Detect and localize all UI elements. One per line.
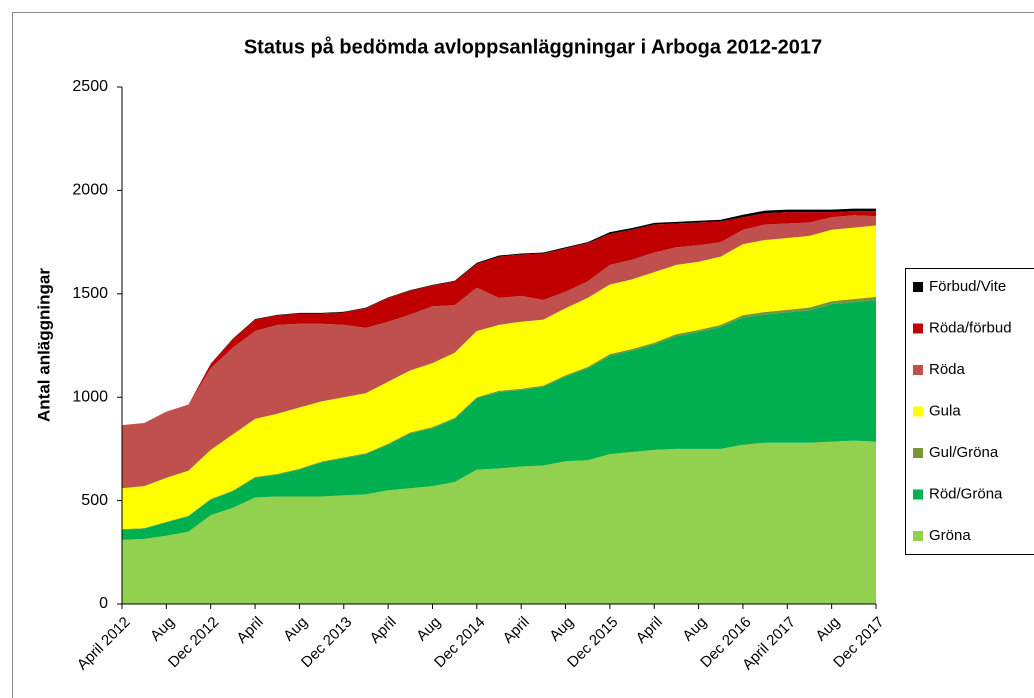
- y-tick-label: 2000: [72, 182, 108, 199]
- area: [122, 211, 876, 426]
- y-tick-label: 1500: [72, 285, 108, 302]
- legend-label: Röda: [929, 361, 966, 378]
- x-tick-label: Aug: [280, 614, 311, 645]
- legend-label: Förbud/Vite: [929, 278, 1006, 295]
- area: [122, 225, 876, 530]
- legend-swatch: [913, 365, 923, 375]
- y-tick-label: 2500: [72, 78, 108, 95]
- chart-title: Status på bedömda avloppsanläggningar i …: [244, 35, 822, 58]
- chart-frame: [12, 12, 1034, 698]
- y-axis-label: Antal anläggningar: [34, 268, 53, 422]
- x-tick-label: April: [500, 614, 533, 647]
- x-tick-label: April 2012: [74, 614, 134, 674]
- y-tick-label: 500: [81, 492, 108, 509]
- legend-label: Röd/Gröna: [929, 485, 1003, 502]
- x-tick-label: Aug: [546, 614, 577, 645]
- legend-label: Gröna: [929, 527, 971, 544]
- x-tick-label: Aug: [147, 614, 178, 645]
- area: [122, 215, 876, 489]
- x-tick-label: Aug: [679, 614, 710, 645]
- legend-swatch: [913, 531, 923, 541]
- y-tick-label: 1000: [72, 388, 108, 405]
- legend-swatch: [913, 489, 923, 500]
- area: [122, 300, 876, 540]
- x-tick-label: Aug: [413, 614, 444, 645]
- legend-swatch: [913, 282, 923, 292]
- x-tick-label: April: [633, 614, 666, 647]
- legend-swatch: [913, 323, 923, 334]
- legend-label: Gul/Gröna: [929, 444, 999, 461]
- y-tick-label: 0: [99, 595, 108, 612]
- x-tick-label: April: [233, 614, 266, 647]
- area: [122, 440, 876, 604]
- legend-label: Gula: [929, 402, 961, 419]
- x-tick-label: April: [367, 614, 400, 647]
- legend-label: Röda/förbud: [929, 319, 1012, 336]
- legend-swatch: [913, 406, 923, 417]
- legend-swatch: [913, 448, 923, 458]
- legend: [905, 268, 1034, 555]
- x-tick-label: Aug: [812, 614, 843, 645]
